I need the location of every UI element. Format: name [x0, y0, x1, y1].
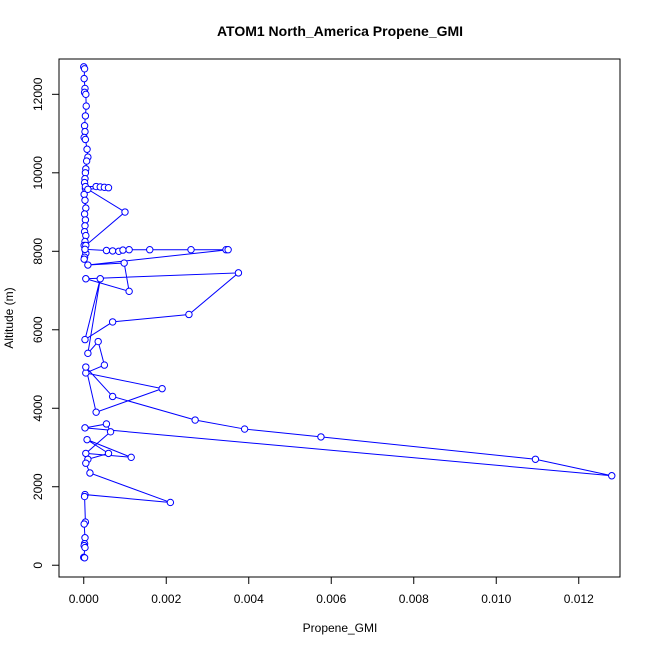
data-point: [108, 318, 117, 326]
y-tick-label: 2000: [31, 473, 45, 500]
data-point: [82, 459, 90, 467]
data-point: [608, 472, 616, 480]
data-point: [82, 102, 90, 110]
data-point: [86, 469, 94, 477]
data-point: [82, 275, 90, 283]
x-tick-label: 0.010: [481, 592, 511, 606]
data-point: [84, 185, 92, 193]
data-point: [80, 255, 88, 263]
x-tick-label: 0.004: [234, 592, 264, 606]
data-point: [82, 90, 90, 99]
chart-title: ATOM1 North_America Propene_GMI: [217, 23, 463, 39]
x-tick-label: 0.000: [69, 592, 99, 606]
data-point: [158, 384, 166, 393]
x-tick-label: 0.012: [564, 592, 594, 606]
y-tick-label: 4000: [31, 395, 45, 422]
series-layer: [80, 63, 616, 562]
x-tick-label: 0.006: [316, 592, 346, 606]
data-point: [108, 392, 117, 401]
y-axis-label: Altitude (m): [2, 287, 16, 348]
data-point: [187, 246, 195, 254]
data-point: [82, 204, 90, 212]
data-point: [92, 408, 100, 416]
data-point: [102, 420, 111, 428]
data-point: [185, 310, 193, 319]
data-point: [121, 208, 129, 216]
data-point: [108, 247, 117, 255]
data-point: [82, 363, 90, 371]
y-tick-label: 10000: [31, 156, 45, 190]
data-point: [81, 543, 89, 552]
data-point: [119, 246, 127, 254]
y-tick-label: 8000: [31, 238, 45, 265]
data-point: [317, 433, 325, 441]
data-point: [84, 349, 92, 358]
data-point: [224, 246, 232, 254]
data-point: [125, 287, 133, 296]
data-point: [83, 435, 91, 444]
data-point: [80, 492, 89, 501]
data-point: [80, 65, 89, 73]
data-point: [81, 112, 90, 120]
data-point: [106, 428, 115, 436]
data-point: [234, 269, 243, 277]
x-tick-label: 0.008: [399, 592, 429, 606]
data-point: [104, 449, 113, 458]
y-tick-label: 6000: [31, 316, 45, 343]
data-point: [81, 135, 90, 144]
y-tick-label: 12000: [31, 77, 45, 111]
x-tick-label: 0.002: [151, 592, 181, 606]
data-point: [81, 335, 89, 344]
x-axis-label: Propene_GMI: [303, 621, 378, 635]
data-point: [80, 210, 89, 218]
data-point: [80, 74, 88, 83]
data-point: [96, 275, 104, 283]
y-tick-label: 0: [31, 562, 45, 569]
data-point: [94, 337, 102, 346]
data-point: [166, 498, 175, 507]
data-point: [120, 259, 128, 267]
data-point: [81, 245, 89, 254]
data-point: [240, 425, 249, 433]
y-axis: 0 2000 4000 6000 8000 10000 12000: [31, 77, 60, 569]
data-point: [83, 145, 91, 153]
data-point: [531, 455, 540, 463]
data-point: [82, 231, 90, 240]
data-point: [191, 416, 199, 424]
data-point: [84, 261, 92, 269]
data-point: [80, 520, 88, 528]
x-axis: 0.000 0.002 0.004 0.006 0.008 0.010 0.012: [69, 576, 594, 606]
data-point: [127, 453, 135, 462]
data-point: [82, 157, 91, 165]
data-point: [81, 424, 89, 432]
data-point: [146, 246, 154, 254]
data-point: [81, 196, 89, 204]
plot-frame: [58, 58, 621, 578]
data-point: [102, 246, 111, 255]
series-line: [83, 66, 612, 559]
data-point: [125, 246, 133, 254]
data-point: [80, 554, 89, 562]
data-point: [104, 184, 113, 192]
data-point: [100, 361, 109, 369]
data-point: [81, 127, 89, 136]
